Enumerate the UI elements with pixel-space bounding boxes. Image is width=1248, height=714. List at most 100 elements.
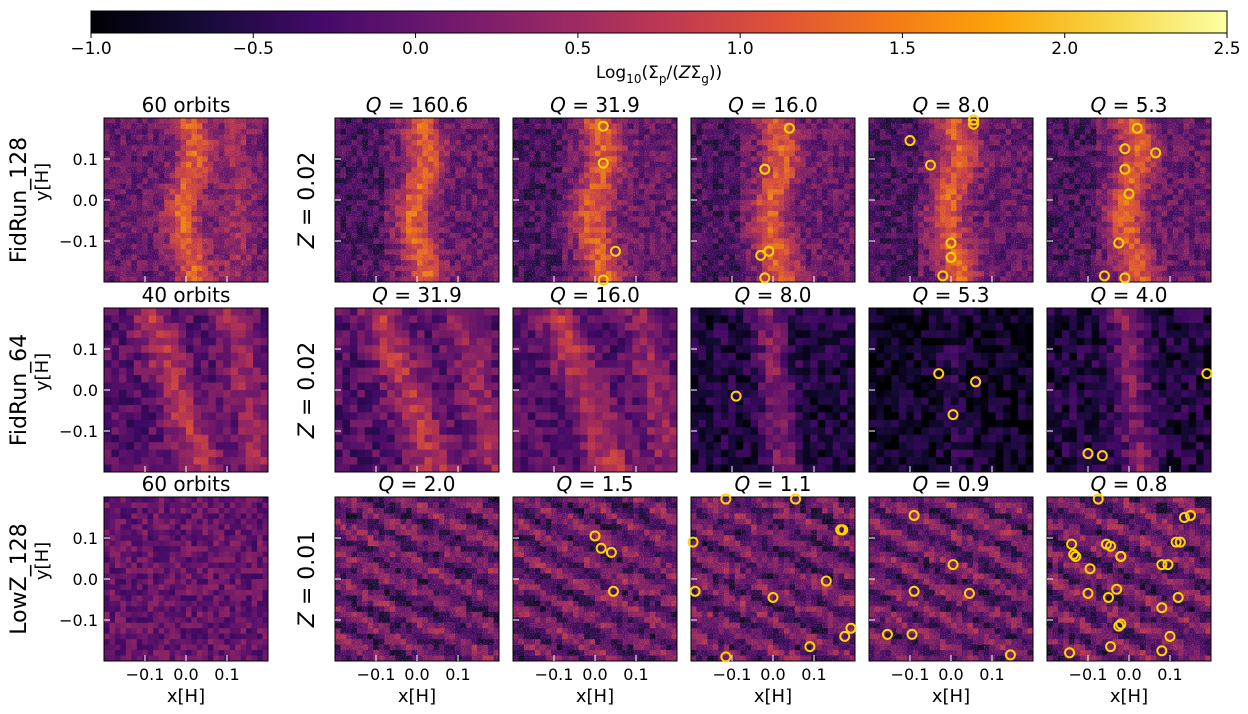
clump-marker <box>1170 536 1182 548</box>
panel-title: Q = 8.0 <box>912 93 989 117</box>
clump-marker <box>904 135 916 147</box>
heatmap-panel <box>512 496 678 662</box>
y-tick-label: −0.1 <box>59 232 98 251</box>
colorbar-tick-label: −0.5 <box>233 39 274 59</box>
colorbar: −1.0 −0.5 0.0 0.5 1.0 1.5 2.0 2.5 Log10(Σp/(ZΣg… <box>70 10 1241 86</box>
heatmap-panel <box>868 496 1034 662</box>
z-label: Z = 0.01 <box>295 531 320 628</box>
heatmap-panel <box>1046 307 1213 473</box>
clump-marker <box>1066 538 1078 550</box>
clump-marker <box>730 390 742 402</box>
clump-marker <box>767 591 779 603</box>
colorbar-tick-label: 0.0 <box>402 39 429 59</box>
clump-marker <box>783 122 795 134</box>
heatmap-panel <box>334 307 500 473</box>
x-tick-label: 0.0 <box>1116 665 1141 684</box>
clump-marker <box>605 546 617 558</box>
heatmap-panel <box>334 117 500 283</box>
clump-marker <box>1004 649 1016 661</box>
panel-title: Q = 16.0 <box>550 283 640 307</box>
panel-title: Q = 160.6 <box>366 93 468 117</box>
clump-marker <box>1123 188 1135 200</box>
colorbar-tick-label: 1.0 <box>727 39 754 59</box>
clump-marker <box>1119 163 1131 175</box>
clump-marker <box>1164 630 1176 642</box>
heatmap-panel <box>690 117 856 284</box>
clump-marker <box>1115 550 1127 562</box>
panel-title: 60 orbits <box>142 472 231 496</box>
clump-marker <box>1185 509 1196 521</box>
heatmap-image <box>1047 308 1211 472</box>
clump-marker <box>720 493 732 505</box>
clump-marker <box>755 249 767 261</box>
x-tick-label: 0.1 <box>979 665 1004 684</box>
heatmap-image <box>513 118 677 282</box>
x-tick-label: 0.0 <box>582 665 607 684</box>
colorbar-tick-label: 2.0 <box>1051 39 1078 59</box>
heatmap-panel <box>868 307 1034 473</box>
clump-marker <box>1082 448 1094 460</box>
clump-marker <box>839 630 851 642</box>
clump-marker <box>1098 270 1110 282</box>
panel-title: Q = 5.3 <box>1090 93 1167 117</box>
clump-marker <box>607 585 619 597</box>
heatmap-panel <box>334 496 500 662</box>
clump-marker <box>963 587 975 599</box>
clump-marker <box>1156 602 1168 614</box>
heatmap-image <box>335 497 499 661</box>
y-tick-label: 0.0 <box>73 570 98 589</box>
heatmap-panel <box>512 117 678 286</box>
clump-marker <box>597 157 609 169</box>
z-label: Z = 0.02 <box>295 342 320 439</box>
x-tick-label: 0.0 <box>404 665 429 684</box>
panel-title: Q = 0.8 <box>1090 472 1167 496</box>
clump-marker <box>1084 563 1096 575</box>
heatmap-image <box>104 497 268 661</box>
heatmap-image <box>1047 118 1211 282</box>
heatmap-image <box>869 118 1033 282</box>
heatmap-panel <box>103 117 269 283</box>
clump-marker <box>1119 272 1131 284</box>
colorbar-tick-label: 0.5 <box>564 39 591 59</box>
heatmap-panel <box>687 493 857 663</box>
clump-marker <box>1105 641 1117 653</box>
colorbar-tick-label: 1.5 <box>889 39 916 59</box>
clump-marker <box>968 114 980 126</box>
x-axis-label: x[H] <box>167 686 205 707</box>
clump-marker <box>908 509 920 521</box>
clump-marker <box>759 163 771 175</box>
clump-marker <box>937 270 949 282</box>
clump-marker <box>1115 618 1127 630</box>
clump-marker <box>759 272 771 284</box>
clump-marker <box>763 245 775 257</box>
heatmap-image <box>869 308 1033 472</box>
x-tick-label: −0.1 <box>357 665 396 684</box>
panel-title: Q = 4.0 <box>1090 283 1167 307</box>
clump-marker <box>945 251 957 263</box>
y-axis-label: y[H] <box>32 542 53 580</box>
run-label: FidRun_128 <box>7 137 32 263</box>
x-tick-label: 0.0 <box>938 665 963 684</box>
x-tick-label: −0.1 <box>126 665 165 684</box>
heatmap-panel <box>512 307 678 473</box>
panel-title: Q = 31.9 <box>372 283 462 307</box>
panel-title: Q = 5.3 <box>912 283 989 307</box>
panel-title: Q = 2.0 <box>378 472 455 496</box>
clump-marker <box>947 409 959 421</box>
colorbar-gradient <box>90 10 1228 34</box>
x-axis-label: x[H] <box>576 686 614 707</box>
clump-marker <box>804 641 816 653</box>
clump-marker <box>1111 583 1123 595</box>
colorbar-tick-label: 2.5 <box>1213 39 1240 59</box>
clump-marker <box>1064 647 1076 659</box>
clump-marker <box>597 274 609 286</box>
clump-marker <box>881 628 893 640</box>
clump-marker <box>589 530 601 542</box>
clump-marker <box>1156 559 1168 571</box>
y-tick-label: −0.1 <box>59 611 98 630</box>
clump-marker <box>1103 591 1114 603</box>
clump-marker <box>1105 540 1117 552</box>
panel-title: 60 orbits <box>142 93 231 117</box>
clump-marker <box>1070 550 1082 562</box>
clump-marker <box>947 559 959 571</box>
